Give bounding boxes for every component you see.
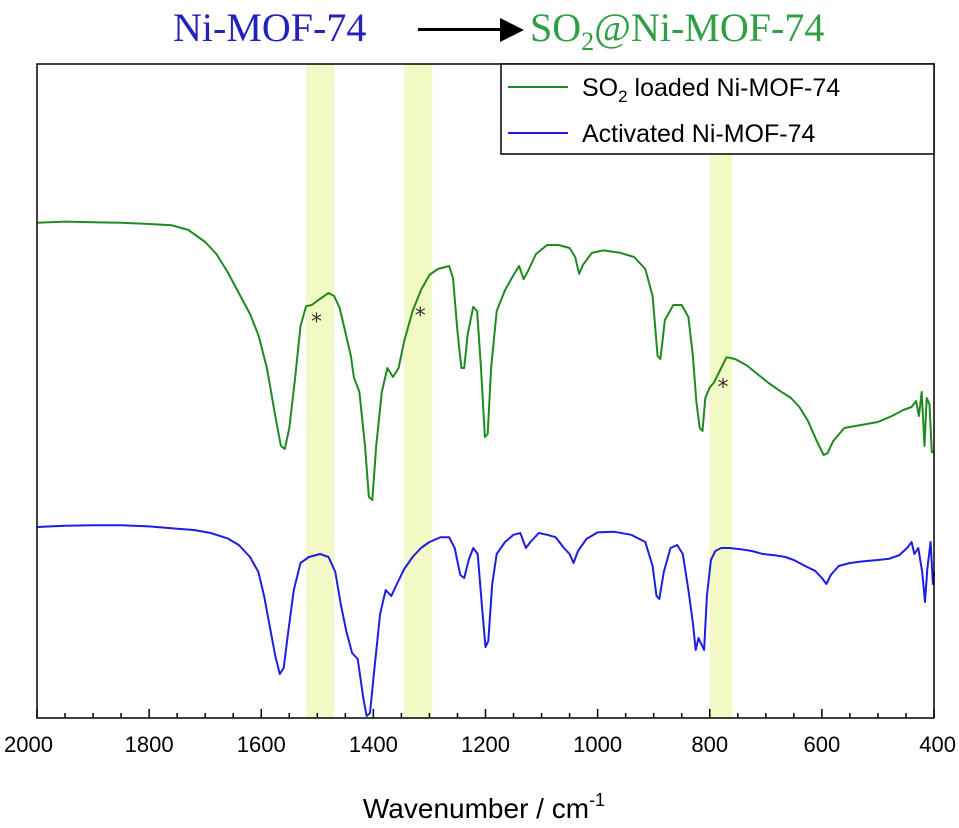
spectra-lines bbox=[36, 220, 935, 717]
x-tick-label-1400: 1400 bbox=[349, 732, 398, 757]
highlight-band-0 bbox=[306, 64, 335, 718]
x-tick-label-1800: 1800 bbox=[125, 732, 174, 757]
highlight-band-2 bbox=[709, 64, 733, 718]
title-to-subscript: 2 bbox=[581, 27, 595, 56]
legend: SO2 loaded Ni-MOF-74 Activated Ni-MOF-74 bbox=[500, 63, 935, 155]
legend-box bbox=[500, 63, 935, 155]
peak-markers: * * * bbox=[311, 304, 728, 400]
series-line-so2-loaded bbox=[36, 220, 934, 501]
x-axis-title: Wavenumber / cm-1 bbox=[363, 790, 605, 824]
title-to-suffix: @Ni-MOF-74 bbox=[594, 5, 825, 50]
x-tick-label-800: 800 bbox=[691, 732, 728, 757]
figure-title: Ni-MOF-74 SO2@Ni-MOF-74 bbox=[0, 4, 959, 56]
x-tick-label-1000: 1000 bbox=[573, 732, 622, 757]
x-tick-label-1600: 1600 bbox=[237, 732, 286, 757]
peak-marker-2: * bbox=[717, 375, 728, 400]
x-tick-label-400: 400 bbox=[919, 732, 956, 757]
peak-marker-1: * bbox=[415, 304, 426, 329]
highlight-bands bbox=[306, 64, 733, 718]
x-axis-ticks: 2000 1800 1600 1400 1200 1000 800 600 400 bbox=[4, 709, 956, 757]
legend-label-activated: Activated Ni-MOF-74 bbox=[582, 120, 815, 148]
title-from: Ni-MOF-74 bbox=[173, 5, 367, 50]
plot-frame bbox=[36, 63, 935, 719]
peak-marker-0: * bbox=[311, 310, 322, 335]
x-tick-label-600: 600 bbox=[804, 732, 841, 757]
title-arrow-icon bbox=[418, 18, 526, 42]
title-to: SO2@Ni-MOF-74 bbox=[530, 4, 824, 57]
x-tick-label-2000: 2000 bbox=[4, 732, 53, 757]
title-to-prefix: SO bbox=[530, 5, 582, 50]
highlight-band-1 bbox=[404, 64, 433, 718]
x-tick-label-1200: 1200 bbox=[461, 732, 510, 757]
legend-label-so2-loaded: SO2 loaded Ni-MOF-74 bbox=[582, 74, 840, 106]
series-line-activated bbox=[36, 524, 935, 717]
